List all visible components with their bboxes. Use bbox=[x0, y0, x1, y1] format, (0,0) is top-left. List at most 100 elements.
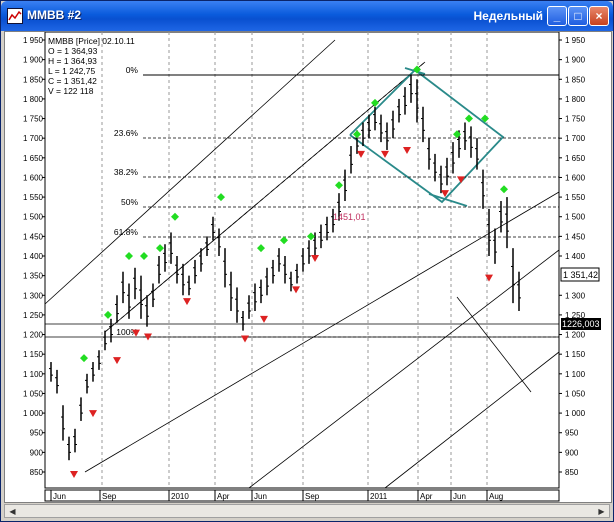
right-price-label: 1 550 bbox=[565, 193, 586, 202]
time-label: 2010 bbox=[171, 492, 189, 501]
right-price-label: 1 400 bbox=[565, 252, 586, 261]
time-label: Jun bbox=[53, 492, 66, 501]
time-label: 2011 bbox=[370, 492, 388, 501]
right-price-label: 1 000 bbox=[565, 409, 586, 418]
left-price-label: 950 bbox=[30, 429, 44, 438]
right-price-label: 1 250 bbox=[565, 311, 586, 320]
sell-signal-icon bbox=[89, 410, 97, 418]
left-price-label: 1 000 bbox=[23, 409, 44, 418]
sell-signal-icon bbox=[457, 176, 465, 184]
minimize-button[interactable]: _ bbox=[547, 6, 567, 26]
left-price-label: 1 050 bbox=[23, 389, 44, 398]
price-axes: 1 950 1 900 1 850 1 800 1 750 1 700 1 650 1 600… bbox=[23, 36, 586, 477]
right-price-label: 1 450 bbox=[565, 232, 586, 241]
title-bar[interactable]: MMBB #2 Недельный _ □ × bbox=[1, 1, 613, 31]
buy-signal-icon bbox=[453, 130, 461, 139]
price-chart[interactable]: 0% 23.6% 38.2% 50% 61.8% 100% 1 950 1 900 1 850… bbox=[4, 31, 612, 503]
left-price-label: 1 600 bbox=[23, 173, 44, 182]
close-button[interactable]: × bbox=[589, 6, 609, 26]
buy-signal-icon bbox=[465, 114, 473, 123]
buy-signal-icon bbox=[80, 354, 88, 363]
chart-canvas[interactable]: 0% 23.6% 38.2% 50% 61.8% 100% 1 950 1 900 1 850… bbox=[5, 31, 611, 502]
signal-arrows bbox=[70, 65, 508, 478]
right-price-label: 850 bbox=[565, 468, 579, 477]
sell-signal-icon bbox=[441, 190, 449, 198]
last-price-tag: 1 351,42 bbox=[563, 270, 598, 280]
time-label: Apr bbox=[217, 492, 230, 501]
right-price-label: 1 500 bbox=[565, 213, 586, 222]
maximize-button[interactable]: □ bbox=[568, 6, 588, 26]
right-price-label: 1 650 bbox=[565, 154, 586, 163]
sell-signal-icon bbox=[485, 274, 493, 282]
info-close: C = 1 351,42 bbox=[48, 76, 97, 86]
sell-signal-icon bbox=[260, 315, 268, 323]
level-tag: 1226,003 bbox=[562, 319, 600, 329]
channel-line bbox=[44, 39, 336, 305]
buy-signal-icon bbox=[257, 244, 265, 253]
left-price-label: 1 700 bbox=[23, 134, 44, 143]
sell-signal-icon bbox=[132, 329, 140, 337]
buy-signal-icon bbox=[371, 98, 379, 107]
left-price-label: 1 900 bbox=[23, 56, 44, 65]
right-price-label: 950 bbox=[565, 429, 579, 438]
scroll-right-icon[interactable]: ▶ bbox=[598, 507, 605, 516]
price-annotation: 1451,01 bbox=[333, 212, 366, 222]
scroll-left-icon[interactable]: ◀ bbox=[9, 507, 16, 516]
sell-signal-icon bbox=[113, 357, 121, 365]
time-label: Aug bbox=[489, 492, 503, 501]
buy-signal-icon bbox=[140, 252, 148, 260]
fib-level-label: 50% bbox=[121, 197, 138, 207]
left-price-label: 1 150 bbox=[23, 350, 44, 359]
right-price-label: 1 900 bbox=[565, 56, 586, 65]
left-price-label: 1 400 bbox=[23, 252, 44, 261]
left-price-label: 1 200 bbox=[23, 331, 44, 340]
left-price-label: 1 250 bbox=[23, 311, 44, 320]
sell-signal-icon bbox=[144, 333, 152, 341]
info-symbol: MMBB [Price] 02.10.11 bbox=[48, 36, 135, 46]
sell-signal-icon bbox=[241, 335, 249, 343]
right-price-label: 1 850 bbox=[565, 75, 586, 84]
left-price-label: 1 950 bbox=[23, 36, 44, 45]
ohlc-info: MMBB [Price] 02.10.11 O = 1 364,93 H = 1… bbox=[48, 36, 135, 96]
right-price-label: 1 050 bbox=[565, 389, 586, 398]
left-price-label: 850 bbox=[30, 468, 44, 477]
channel-line bbox=[456, 296, 532, 393]
buy-signal-icon bbox=[335, 181, 343, 190]
left-price-label: 900 bbox=[30, 448, 44, 457]
right-price-label: 1 100 bbox=[565, 370, 586, 379]
right-price-label: 1 750 bbox=[565, 115, 586, 124]
right-price-label: 1 700 bbox=[565, 134, 586, 143]
info-high: H = 1 364,93 bbox=[48, 56, 97, 66]
fib-level-label: 100% bbox=[116, 327, 138, 337]
buy-signal-icon bbox=[125, 252, 133, 260]
grid-lines bbox=[101, 32, 488, 488]
info-low: L = 1 242,75 bbox=[48, 66, 95, 76]
sell-signal-icon bbox=[311, 254, 319, 262]
sell-signal-icon bbox=[381, 150, 389, 158]
buy-signal-icon bbox=[413, 65, 421, 74]
channel-line bbox=[384, 351, 560, 489]
time-label: Jun bbox=[254, 492, 267, 501]
time-label: Jun bbox=[453, 492, 466, 501]
info-open: O = 1 364,93 bbox=[48, 46, 98, 56]
left-price-label: 1 450 bbox=[23, 232, 44, 241]
left-price-label: 1 850 bbox=[23, 75, 44, 84]
buy-signal-icon bbox=[500, 185, 508, 194]
buy-signal-icon bbox=[156, 244, 164, 253]
sell-signal-icon bbox=[183, 298, 191, 306]
fib-level-label: 38.2% bbox=[114, 167, 139, 177]
left-price-label: 1 500 bbox=[23, 213, 44, 222]
sell-signal-icon bbox=[403, 146, 411, 154]
right-price-label: 1 950 bbox=[565, 36, 586, 45]
chart-app-icon bbox=[7, 8, 23, 24]
sell-signal-icon bbox=[357, 150, 365, 158]
right-price-label: 1 150 bbox=[565, 350, 586, 359]
timeframe-label[interactable]: Недельный bbox=[473, 9, 543, 23]
horizontal-scrollbar[interactable]: ◀ ▶ bbox=[4, 504, 610, 518]
right-price-label: 900 bbox=[565, 448, 579, 457]
channel-line bbox=[104, 61, 426, 333]
buy-signal-icon bbox=[217, 193, 225, 202]
diamond-pattern bbox=[349, 68, 505, 204]
diamond-tick bbox=[428, 193, 468, 207]
